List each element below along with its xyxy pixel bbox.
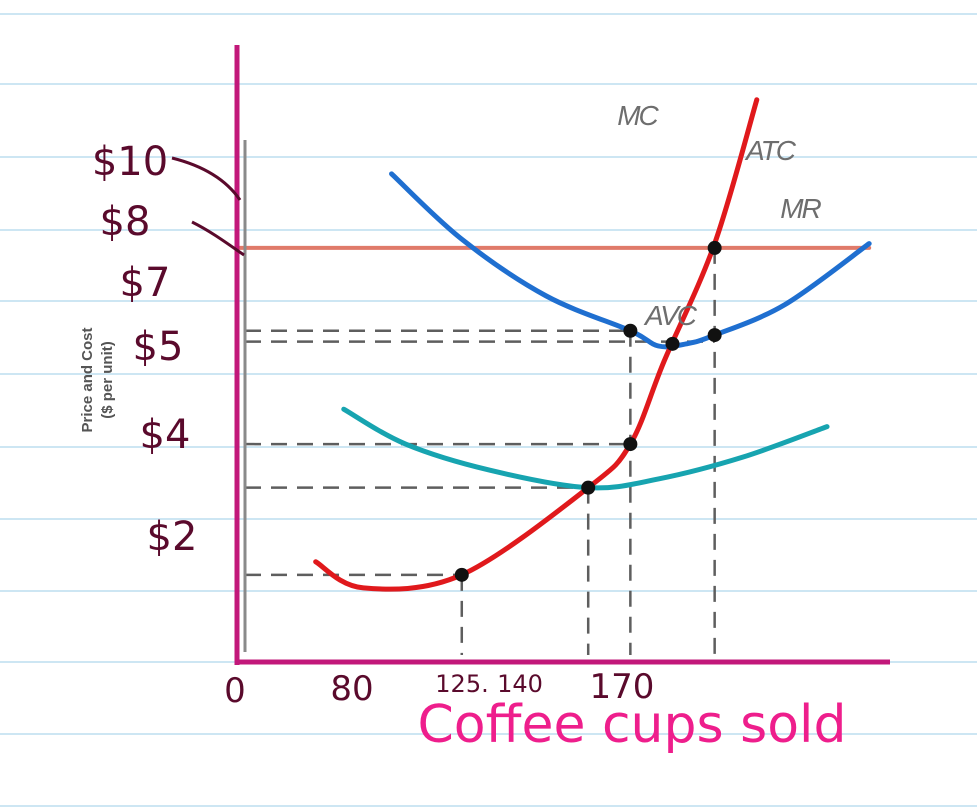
x-axis-label: Coffee cups sold bbox=[418, 695, 847, 755]
series-label-atc: ATC bbox=[744, 135, 797, 166]
key-point bbox=[623, 323, 638, 338]
y-axis-label-unit: ($ per unit) bbox=[99, 341, 116, 419]
y-tick-label: $5 bbox=[133, 324, 184, 370]
y-tick-label: $10 bbox=[92, 139, 168, 185]
y-tick-label: $8 bbox=[100, 199, 151, 245]
y-tick-labels: $10 $8 $7 $5 $4 $2 bbox=[92, 139, 198, 560]
key-point bbox=[707, 240, 722, 255]
x-tick-labels: 0 80 125. 140 170 bbox=[224, 667, 654, 711]
curve-labels: MC ATC AVC MR bbox=[617, 100, 823, 331]
series-label-mc: MC bbox=[617, 100, 659, 131]
x-tick-label: 0 bbox=[224, 671, 246, 711]
series-label-avc: AVC bbox=[643, 300, 698, 331]
series-avc-line bbox=[341, 406, 830, 491]
key-point bbox=[454, 567, 469, 582]
x-tick-label: 80 bbox=[330, 669, 373, 709]
key-point bbox=[707, 328, 722, 343]
cost-curves bbox=[235, 97, 872, 592]
series-label-mr: MR bbox=[780, 193, 821, 224]
key-point bbox=[623, 437, 638, 452]
series-atc-line bbox=[389, 171, 872, 350]
label-pointer-8 bbox=[191, 220, 245, 257]
x-tick-label: 170 bbox=[590, 667, 655, 707]
x-tick-label: 125. bbox=[435, 670, 488, 698]
y-tick-label: $2 bbox=[147, 514, 198, 560]
key-point bbox=[665, 336, 680, 351]
x-tick-label: 140 bbox=[497, 670, 543, 698]
y-tick-label: $7 bbox=[120, 260, 171, 306]
y-tick-label: $4 bbox=[140, 412, 191, 458]
label-pointer-10 bbox=[171, 156, 242, 201]
dashed-guide-lines bbox=[245, 247, 716, 655]
key-point bbox=[581, 480, 596, 495]
y-axis-label: Price and Cost bbox=[79, 327, 96, 432]
key-points bbox=[454, 240, 722, 582]
